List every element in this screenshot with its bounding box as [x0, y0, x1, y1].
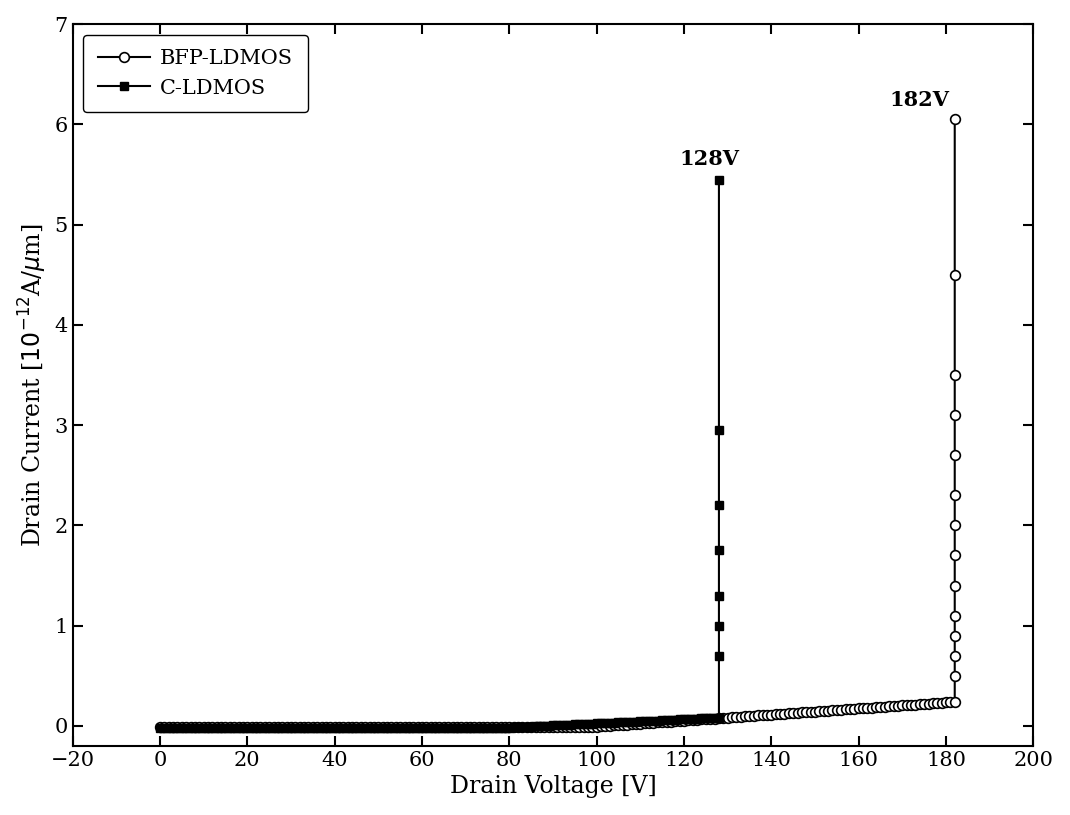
BFP-LDMOS [883, 702, 896, 711]
Y-axis label: Drain Current [$10^{-12}$A/$\mu$m]: Drain Current [$10^{-12}$A/$\mu$m] [17, 223, 49, 547]
C-LDMOS [224, 723, 236, 733]
BFP-LDMOS [389, 722, 402, 732]
BFP-LDMOS [188, 722, 201, 732]
BFP-LDMOS [154, 722, 167, 732]
Text: 128V: 128V [679, 148, 739, 169]
BFP-LDMOS [948, 115, 961, 125]
Text: 182V: 182V [889, 90, 949, 110]
C-LDMOS [633, 716, 646, 726]
C-LDMOS [713, 174, 725, 184]
Legend: BFP-LDMOS, C-LDMOS: BFP-LDMOS, C-LDMOS [83, 34, 308, 112]
X-axis label: Drain Voltage [V]: Drain Voltage [V] [449, 775, 656, 799]
Line: C-LDMOS: C-LDMOS [156, 175, 723, 732]
BFP-LDMOS [721, 713, 734, 723]
C-LDMOS [639, 716, 652, 726]
BFP-LDMOS [948, 671, 961, 681]
C-LDMOS [708, 713, 721, 723]
C-LDMOS [629, 716, 642, 726]
Line: BFP-LDMOS: BFP-LDMOS [155, 115, 960, 732]
C-LDMOS [381, 723, 394, 733]
BFP-LDMOS [629, 719, 642, 729]
C-LDMOS [154, 723, 167, 733]
